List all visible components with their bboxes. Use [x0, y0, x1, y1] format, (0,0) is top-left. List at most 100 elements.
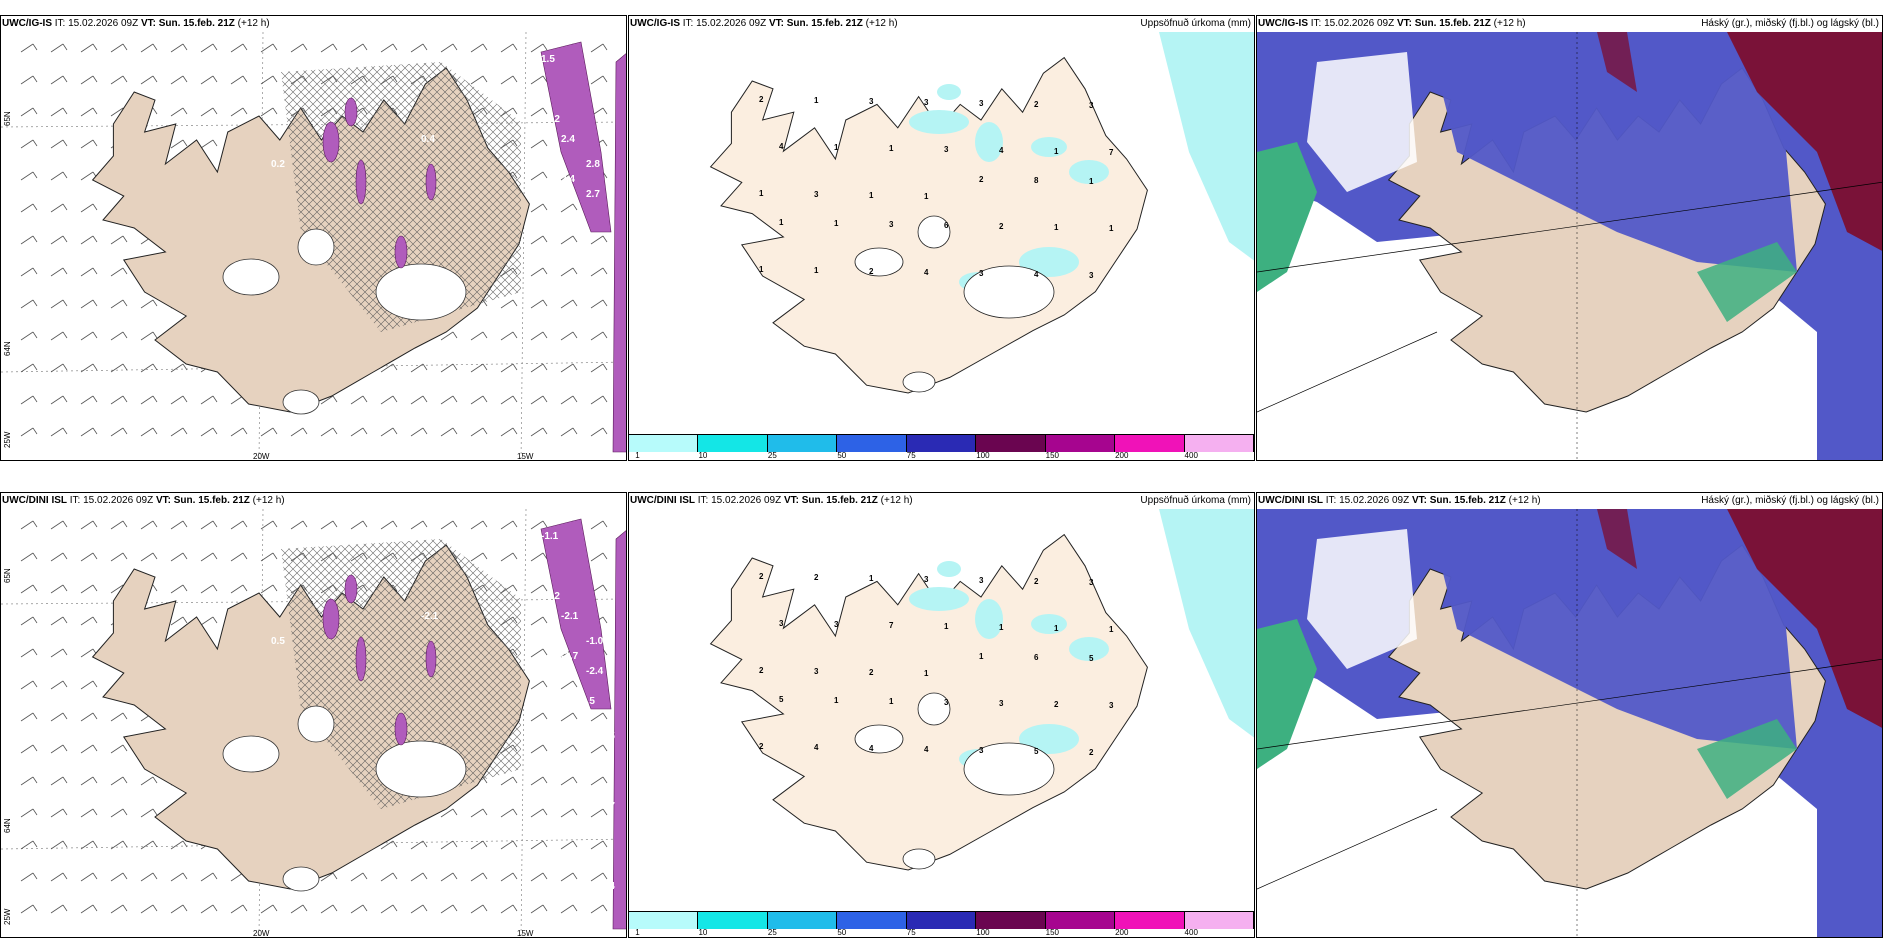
wind-barb-icon — [110, 776, 128, 786]
wind-barb-icon — [20, 235, 38, 245]
wind-barb-icon — [530, 139, 548, 149]
wind-barb-icon — [560, 267, 578, 277]
wind-barb-icon — [230, 520, 248, 530]
legend-tick-label: 75 — [906, 451, 916, 460]
legend-tick-label: 100 — [976, 451, 990, 460]
wind-barb-icon — [20, 744, 38, 754]
wind-barb-icon — [80, 584, 98, 594]
wind-barb-icon — [260, 584, 278, 594]
lead-time: (+12 h) — [252, 495, 285, 506]
vt-label: VT: — [140, 18, 156, 29]
precip-value-label: 3 — [979, 746, 984, 755]
legend-tick-label: 400 — [1184, 451, 1198, 460]
wind-barb-icon — [110, 808, 128, 818]
wind-barb-icon — [560, 904, 578, 914]
wind-barb-icon — [440, 395, 458, 405]
wind-barb-icon — [50, 840, 68, 850]
lead-time: (+12 h) — [865, 18, 898, 29]
it-value: 15.02.2026 09Z — [711, 495, 782, 506]
panel-header: UWC/IG-IS IT: 15.02.2026 09Z VT: Sun. 15… — [1257, 16, 1882, 32]
wind-barb-icon — [530, 171, 548, 181]
wind-barb-icon — [590, 776, 608, 786]
precip-value-label: 1 — [1109, 625, 1114, 634]
panel-cloud-row1: UWC/IG-IS IT: 15.02.2026 09Z VT: Sun. 15… — [1256, 15, 1883, 461]
wind-barb-icon — [50, 107, 68, 117]
vt-label: VT: — [155, 495, 171, 506]
precip-value-label: 3 — [924, 575, 929, 584]
wind-barb-icon — [50, 267, 68, 277]
wind-barb-icon — [500, 363, 518, 373]
model-name: UWC/DINI ISL — [630, 495, 695, 506]
wind-barb-icon — [530, 235, 548, 245]
wind-barb-icon — [200, 904, 218, 914]
wind-barb-icon — [380, 840, 398, 850]
wind-barb-icon — [80, 395, 98, 405]
legend-swatch — [1045, 912, 1116, 929]
wind-barb-icon — [140, 395, 158, 405]
wind-barb-icon — [50, 139, 68, 149]
precip-value-label: 2 — [759, 742, 764, 751]
wind-barb-icon — [410, 43, 428, 53]
precip-value-label: 1 — [1054, 147, 1059, 156]
wind-barb-icon — [200, 395, 218, 405]
wind-barb-icon — [350, 520, 368, 530]
wind-barb-icon — [110, 712, 128, 722]
precip-title: Uppsöfnuð úrkoma (mm) — [1140, 18, 1251, 29]
panel-header: UWC/IG-IS IT: 15.02.2026 09Z VT: Sun. 15… — [629, 16, 1254, 32]
wind-barb-icon — [50, 235, 68, 245]
precip-value-label: 1 — [869, 574, 874, 583]
precip-value-label: 2 — [869, 267, 874, 276]
wind-barb-icon — [80, 744, 98, 754]
wind-barb-icon — [530, 267, 548, 277]
wind-barb-icon — [590, 235, 608, 245]
vt-value: Sun. 15.feb. 21Z — [173, 495, 250, 506]
precip-value-label: 1 — [979, 652, 984, 661]
wind-barb-icon — [140, 904, 158, 914]
precip-value-label: 5 — [1089, 654, 1094, 663]
it-value: 15.02.2026 09Z — [68, 18, 139, 29]
legend-tick-label: 10 — [698, 928, 708, 937]
legend-bar — [629, 434, 1254, 452]
wind-barb-icon — [80, 75, 98, 85]
precip-value-label: 3 — [944, 698, 949, 707]
wind-value-label: 1.4 — [601, 881, 615, 892]
lon-label-20: 20W — [253, 452, 270, 461]
wind-barb-icon — [560, 427, 578, 437]
wind-barb-icon — [380, 872, 398, 882]
precip-value-label: 1 — [889, 697, 894, 706]
legend-swatch — [906, 435, 977, 452]
wind-barb-icon — [530, 75, 548, 85]
wind-barb-icon — [50, 75, 68, 85]
cloud-map — [1257, 509, 1882, 937]
lon-label-15: 15W — [517, 929, 534, 938]
legend-swatch — [1045, 435, 1116, 452]
low-cloud-area — [1257, 619, 1317, 769]
wind-barb-icon — [530, 776, 548, 786]
wind-barb-icon — [140, 75, 158, 85]
wind-barb-icon — [560, 331, 578, 341]
wind-value-label: 0.2 — [271, 159, 285, 170]
wind-barb-icon — [260, 520, 278, 530]
wind-barb-icon — [20, 680, 38, 690]
wind-barb-icon — [350, 395, 368, 405]
wind-value-label: 0.4 — [421, 134, 435, 145]
precip-value-label: 3 — [834, 620, 839, 629]
it-value: 15.02.2026 09Z — [1324, 18, 1395, 29]
wind-barb-icon — [530, 363, 548, 373]
wind-barb-icon — [110, 552, 128, 562]
wind-map: 1.52.22.42.82.42.70.40.2 — [1, 32, 626, 460]
wind-barb-icon — [590, 299, 608, 309]
wind-barb-icon — [50, 872, 68, 882]
wind-barb-icon — [320, 872, 338, 882]
legend-swatch — [1184, 912, 1254, 929]
precip-value-label: 1 — [759, 265, 764, 274]
it-label: IT: — [69, 495, 81, 506]
wind-barb-icon — [530, 43, 548, 53]
wind-barb-icon — [470, 363, 488, 373]
wind-barb-icon — [530, 520, 548, 530]
legend-ticks: 1 10 25 50 75 100 150 200 400 — [629, 451, 1254, 460]
precip-value-label: 5 — [1034, 747, 1039, 756]
wind-barb-icon — [560, 744, 578, 754]
wind-barb-icon — [530, 680, 548, 690]
wind-barb-icon — [80, 299, 98, 309]
